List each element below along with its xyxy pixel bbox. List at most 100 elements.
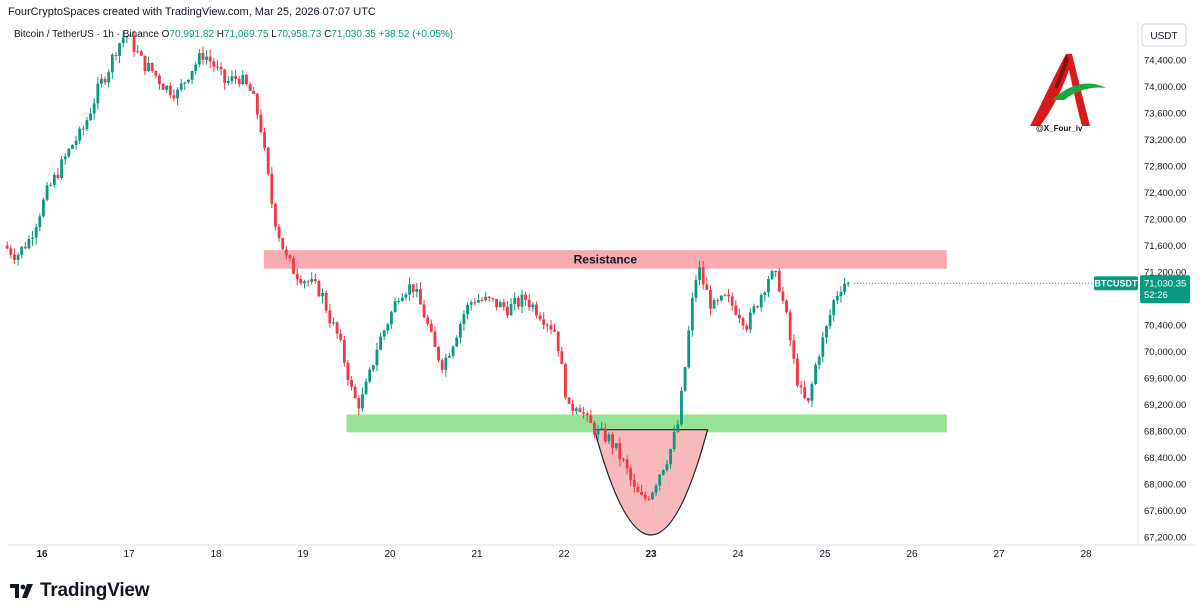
candle-body <box>752 306 756 313</box>
candle-body <box>216 66 219 68</box>
candle-body <box>357 398 361 409</box>
candle-body <box>194 64 198 71</box>
candle-body <box>817 356 821 365</box>
candle-body <box>400 297 404 302</box>
x-tick-label: 26 <box>906 549 918 560</box>
candle-body <box>96 83 100 104</box>
candle-body <box>821 337 825 357</box>
y-tick-label: 72,000.00 <box>1144 215 1186 226</box>
candle-body <box>466 304 469 315</box>
candle-body <box>495 298 498 308</box>
candle-body <box>712 300 716 309</box>
candle-body <box>324 293 328 311</box>
candle-body <box>230 76 234 81</box>
y-tick-label: 74,400.00 <box>1144 56 1186 67</box>
candle-body <box>34 227 38 238</box>
candle-body <box>350 380 353 387</box>
candle-body <box>596 429 600 435</box>
candle-body <box>520 294 524 307</box>
candle-body <box>226 80 230 83</box>
candle-body <box>538 315 542 320</box>
candle-body <box>491 298 495 300</box>
currency-box <box>1141 23 1187 47</box>
candle-body <box>270 173 274 204</box>
candle-body <box>839 291 843 297</box>
candle-body <box>223 69 227 83</box>
candle-body <box>234 76 237 79</box>
candle-body <box>632 480 636 487</box>
candle-body <box>589 415 593 424</box>
candle-body <box>770 270 774 280</box>
candle-body <box>640 492 643 495</box>
candle-body <box>390 312 393 325</box>
candle-body <box>672 431 676 450</box>
candle-body <box>665 464 669 470</box>
candle-body <box>60 159 63 178</box>
ohlc-legend: Bitcoin / TetherUS · 1h · Binance O70,99… <box>14 29 453 40</box>
candle-body <box>553 329 556 332</box>
candle-body <box>748 312 752 330</box>
candles-layer <box>5 30 850 502</box>
candle-body <box>114 54 118 56</box>
candle-body <box>292 258 295 274</box>
candle-body <box>118 43 121 56</box>
open-label: O <box>161 29 170 40</box>
y-tick-label: 69,200.00 <box>1144 400 1186 411</box>
candle-body <box>190 70 194 80</box>
ticker-badge-label: BTCUSDT <box>1095 279 1138 289</box>
candle-body <box>408 284 411 295</box>
tradingview-logo-text: TradingView <box>40 580 150 601</box>
candle-body <box>560 351 564 365</box>
candle-body <box>212 61 216 67</box>
candle-body <box>622 459 625 461</box>
candle-body <box>426 317 430 324</box>
candle-body <box>458 324 462 338</box>
y-tick-label: 68,400.00 <box>1144 453 1186 464</box>
open-value: 70,991.82 <box>169 29 214 40</box>
candle-body <box>386 324 390 331</box>
candle-body <box>306 281 310 283</box>
candle-body <box>437 346 440 361</box>
candle-body <box>20 246 24 255</box>
candle-body <box>781 291 785 301</box>
x-tick-label: 19 <box>297 549 309 560</box>
candle-body <box>444 357 448 370</box>
candle-body <box>103 78 107 83</box>
candle-body <box>658 474 662 486</box>
candle-body <box>245 74 248 85</box>
price-badge-countdown: 52:26 <box>1144 290 1168 301</box>
candle-body <box>31 237 34 239</box>
candle-body <box>506 306 509 316</box>
x-tick-label: 27 <box>993 549 1005 560</box>
candle-body <box>321 293 324 297</box>
candle-body <box>509 303 513 316</box>
candle-body <box>295 273 299 280</box>
candle-body <box>165 85 169 90</box>
candle-body <box>23 246 27 249</box>
candle-body <box>825 326 828 338</box>
candle-body <box>785 300 788 313</box>
candle-body <box>197 52 201 65</box>
ticker-badge <box>1094 276 1138 291</box>
y-tick-label: 69,600.00 <box>1144 374 1186 385</box>
candle-body <box>727 294 730 297</box>
candle-body <box>415 289 419 292</box>
candle-body <box>810 384 814 401</box>
candle-body <box>161 83 165 90</box>
candle-body <box>611 434 614 448</box>
candle-body <box>484 296 488 301</box>
candle-body <box>448 355 451 358</box>
tradingview-logo[interactable]: TradingView <box>10 580 150 602</box>
x-tick-label: 22 <box>558 549 570 560</box>
candle-body <box>13 254 16 260</box>
x-tick-label: 28 <box>1080 549 1092 560</box>
candle-body <box>473 302 477 304</box>
candle-body <box>67 148 71 157</box>
y-tick-label: 72,400.00 <box>1144 188 1186 199</box>
candle-body <box>92 103 96 114</box>
price-badge-value: 71,030.35 <box>1144 279 1186 290</box>
candle-body <box>299 279 303 284</box>
candle-body <box>788 312 792 341</box>
candle-body <box>462 314 466 325</box>
